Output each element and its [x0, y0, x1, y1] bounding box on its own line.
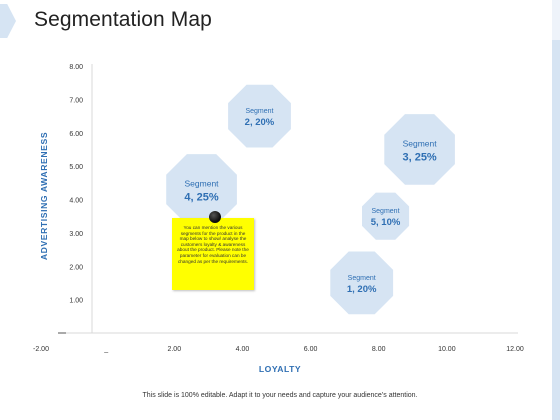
page-title: Segmentation Map — [34, 8, 212, 31]
y-tick-label: 2.00 — [69, 264, 83, 271]
footer-text: This slide is 100% editable. Adapt it to… — [142, 392, 418, 399]
segment-bubble-shape — [362, 192, 410, 240]
segment-bubble-label: 4, 25% — [184, 191, 218, 203]
x-tick-label: -2.00 — [33, 346, 49, 353]
segment-bubble: Segment 4, 25% — [166, 154, 237, 225]
right-accent-strip-top — [552, 0, 560, 40]
segment-bubble: Segment 5, 10% — [362, 192, 410, 240]
segment-bubble: Segment 3, 25% — [384, 114, 455, 185]
axes-layer: 1.00 2.00 3.00 4.00 5.00 6.00 7.00 8.00 -2.00 _ 2.… — [33, 64, 524, 353]
segment-bubble-label: 3, 25% — [402, 151, 436, 163]
segment-bubble-label: 2, 20% — [245, 117, 275, 128]
segment-bubble-name: Segment — [348, 275, 376, 282]
segment-bubble: Segment 2, 20% — [228, 84, 291, 148]
x-tick-label: 4.00 — [236, 346, 250, 353]
x-tick-label: 2.00 — [167, 346, 181, 353]
x-tick-label: 8.00 — [372, 346, 386, 353]
x-axis-title: LOYALTY — [259, 364, 301, 374]
y-tick-label: 1.00 — [69, 298, 83, 305]
segment-bubble-shape — [330, 251, 394, 315]
y-tick-label: 6.00 — [69, 131, 83, 138]
segment-bubble-label: 1, 20% — [347, 284, 377, 295]
x-tick-label: 6.00 — [304, 346, 318, 353]
segment-bubble: Segment 1, 20% — [330, 251, 394, 315]
y-tick-label: 5.00 — [69, 164, 83, 171]
y-tick-label: 7.00 — [69, 97, 83, 104]
segment-bubble-label: 5, 10% — [371, 217, 401, 228]
right-accent-strip — [552, 0, 560, 420]
y-tick-label: 8.00 — [69, 64, 83, 71]
segment-bubble-shape — [228, 84, 291, 148]
x-tick-label: 12.00 — [506, 346, 524, 353]
segment-bubble-name: Segment — [372, 208, 400, 215]
segment-bubble-shape — [166, 154, 237, 225]
y-tick-label: 4.00 — [69, 198, 83, 205]
segment-bubble-name: Segment — [185, 178, 220, 188]
segment-bubble-name: Segment — [403, 138, 438, 148]
segment-bubble-name: Segment — [245, 108, 273, 115]
segment-bubble-shape — [384, 114, 455, 185]
x-tick-label: _ — [103, 346, 108, 353]
sticky-note-text: You can mention the various segments for… — [177, 225, 249, 264]
x-tick-label: 10.00 — [438, 346, 456, 353]
y-axis-title: ADVERTISING AWARENESS — [39, 132, 49, 260]
sticky-note: You can mention the various segments for… — [172, 218, 254, 290]
pushpin-icon — [209, 211, 221, 223]
y-tick-label: 3.00 — [69, 231, 83, 238]
